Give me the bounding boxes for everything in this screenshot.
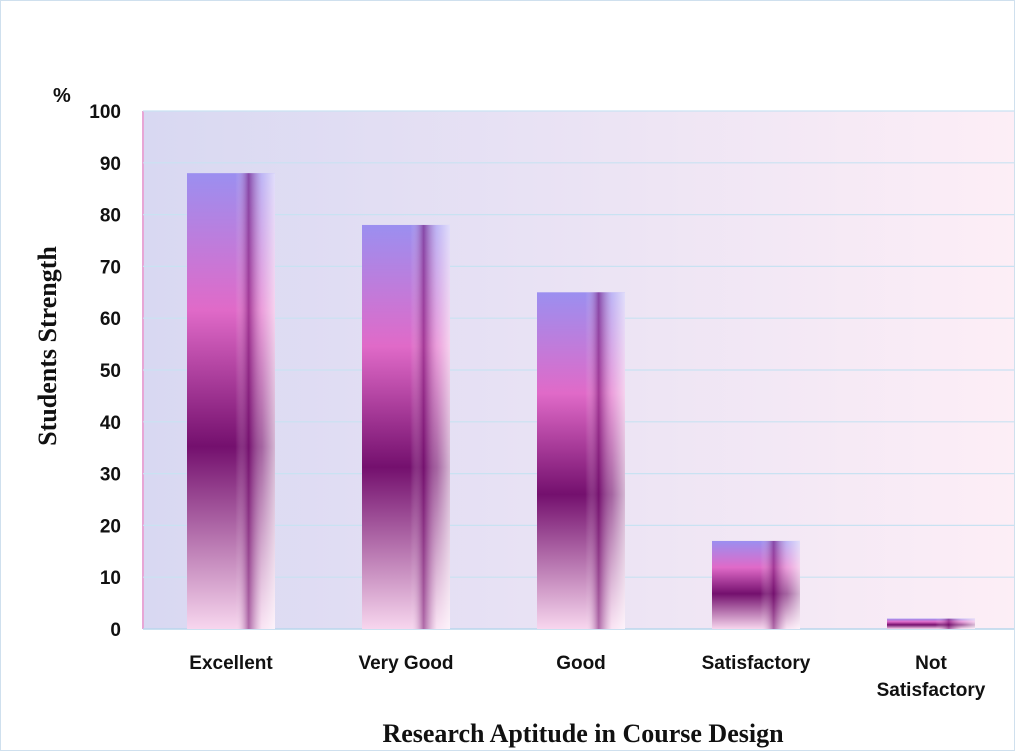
bar: [712, 540, 800, 629]
x-tick-label: Satisfactory: [702, 653, 811, 674]
bar: [362, 224, 450, 629]
y-tick-label: 90: [100, 154, 121, 175]
y-tick-label: 70: [100, 257, 121, 278]
x-tick-label: Excellent: [189, 653, 273, 674]
bar-shine: [537, 292, 625, 629]
y-tick-label: 30: [100, 465, 121, 486]
y-tick-label: 40: [100, 413, 121, 434]
bar: [887, 618, 975, 629]
y-tick-label: 20: [100, 516, 121, 537]
bar-shine: [887, 618, 975, 629]
bar-shine: [712, 540, 800, 629]
y-axis-title: Students Strength: [33, 246, 62, 446]
bar-shine: [187, 173, 275, 629]
bar: [187, 173, 275, 629]
x-tick-label: Good: [556, 653, 606, 674]
y-tick-label: 80: [100, 206, 121, 227]
y-tick-label: 100: [89, 102, 121, 123]
x-tick-label: Very Good: [358, 653, 453, 674]
y-tick-label: 0: [110, 620, 121, 641]
y-tick-label: 10: [100, 568, 121, 589]
y-tick-label: 60: [100, 309, 121, 330]
y-unit-label: %: [53, 85, 71, 107]
x-tick-label: Not Satisfactory: [877, 653, 986, 701]
bar: [537, 292, 625, 629]
y-tick-label: 50: [100, 361, 121, 382]
bar-shine: [362, 224, 450, 629]
x-axis-title: Research Aptitude in Course Design: [382, 719, 784, 748]
